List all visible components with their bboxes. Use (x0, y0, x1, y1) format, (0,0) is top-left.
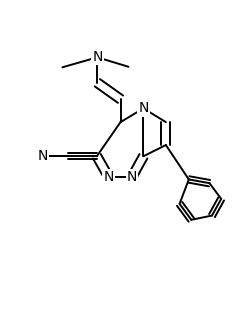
Text: N: N (127, 170, 137, 184)
Text: N: N (92, 50, 103, 64)
Text: N: N (37, 149, 48, 163)
Text: N: N (103, 170, 114, 184)
Text: N: N (138, 101, 149, 116)
